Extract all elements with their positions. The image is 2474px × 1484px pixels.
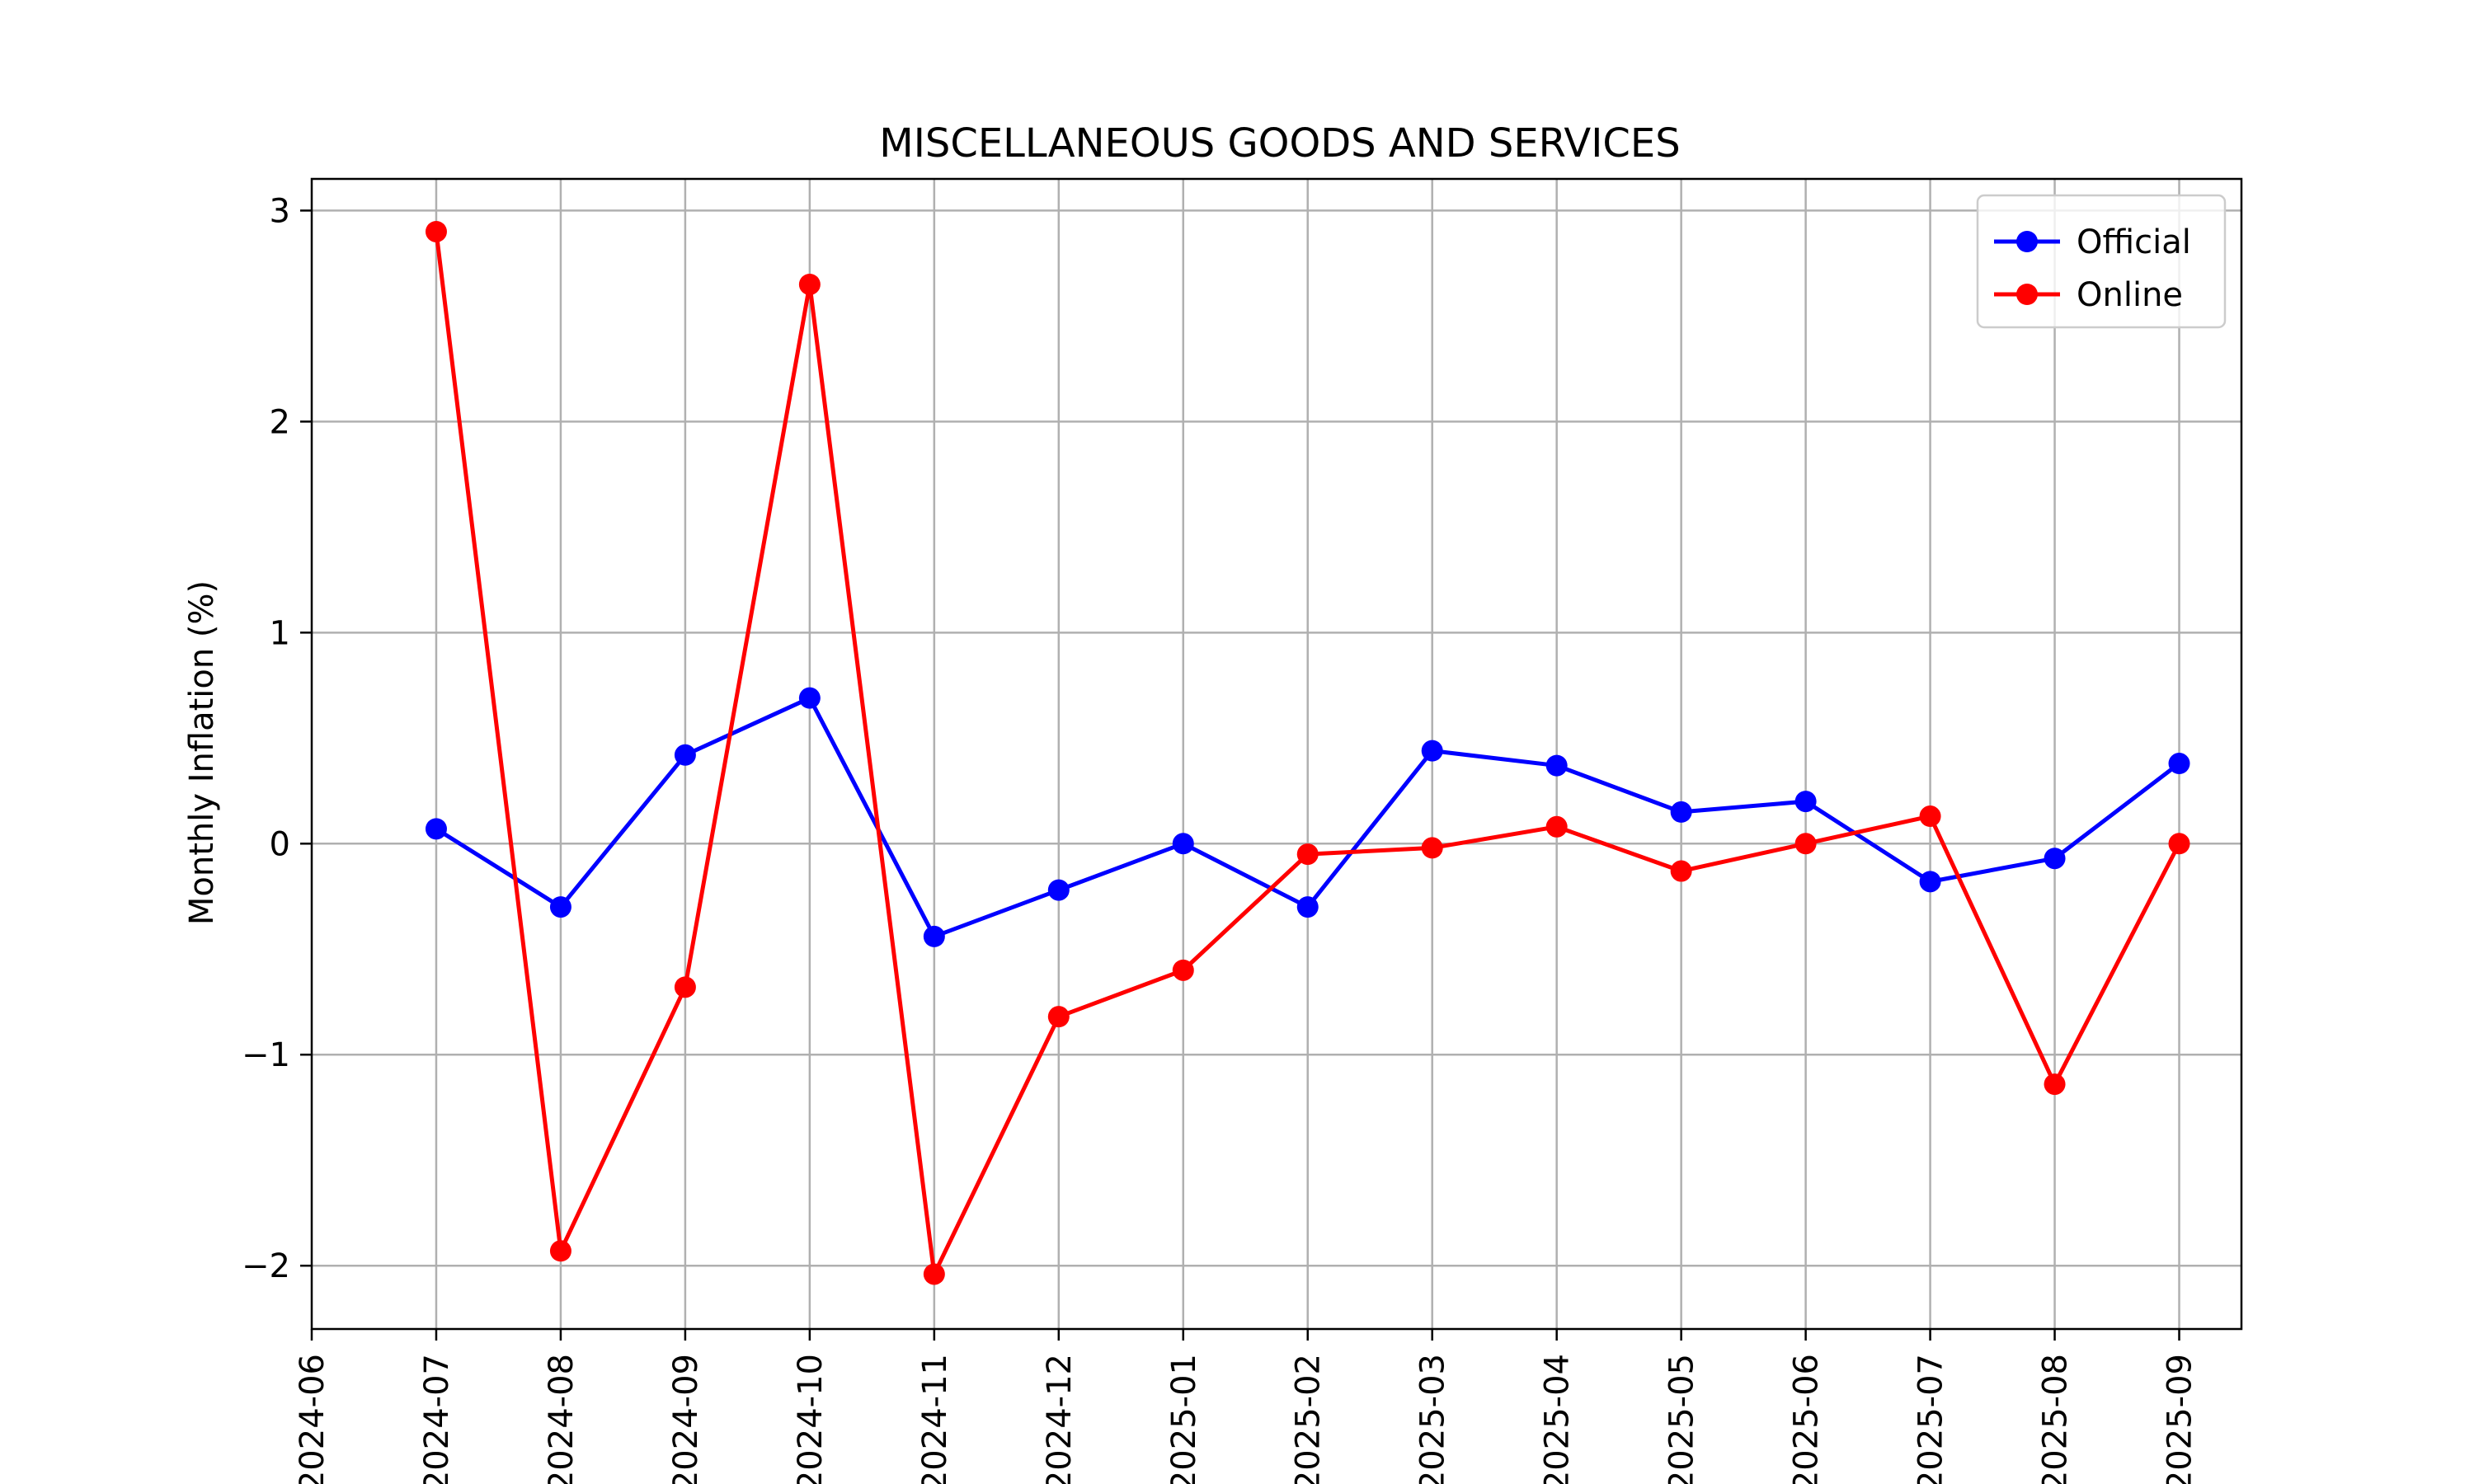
- data-point-official: [1296, 896, 1319, 918]
- data-point-official: [1421, 740, 1443, 762]
- series-layer: [425, 220, 2190, 1285]
- data-point-online: [425, 220, 447, 242]
- data-point-official: [674, 744, 696, 766]
- y-tick-label: 2: [270, 403, 290, 441]
- data-point-official: [425, 818, 447, 840]
- x-tick-label: 2025-07: [1912, 1354, 1950, 1484]
- x-tick-label: 2024-09: [667, 1354, 705, 1484]
- data-point-official: [923, 925, 945, 947]
- x-tick-label: 2025-02: [1290, 1354, 1328, 1484]
- x-tick-label: 2024-08: [543, 1354, 581, 1484]
- x-tick-label: 2025-09: [2161, 1354, 2199, 1484]
- x-tick-label: 2025-01: [1165, 1354, 1203, 1484]
- data-point-official: [549, 896, 571, 918]
- y-tick-label: 0: [270, 825, 290, 863]
- data-point-online: [1670, 860, 1692, 882]
- y-tick-label: −2: [242, 1247, 290, 1285]
- data-point-online: [1919, 805, 1941, 828]
- x-tick-label: 2025-03: [1414, 1354, 1452, 1484]
- x-tick-label: 2025-06: [1788, 1354, 1826, 1484]
- plot-frame: [310, 177, 2243, 1331]
- data-point-official: [1047, 879, 1070, 901]
- legend: Official Online: [1976, 194, 2227, 329]
- axes: −2 −1 0 1 2 3 2024-06 2024-07 2024-08 2024-09 2024…: [242, 177, 2243, 1484]
- data-point-online: [1296, 843, 1319, 866]
- data-point-online: [549, 1240, 571, 1262]
- data-point-online: [1545, 815, 1568, 838]
- legend-marker-official: [2016, 231, 2038, 252]
- data-point-online: [674, 976, 696, 998]
- x-tick-label: 2024-12: [1041, 1354, 1079, 1484]
- x-tick-label: 2024-11: [916, 1354, 954, 1484]
- data-point-online: [2044, 1073, 2066, 1096]
- x-tick-label: 2024-10: [792, 1354, 830, 1484]
- x-tick-label: 2025-04: [1539, 1354, 1577, 1484]
- y-tick-label: −1: [242, 1036, 290, 1074]
- x-tick-label: 2025-08: [2037, 1354, 2075, 1484]
- data-point-official: [1919, 871, 1941, 893]
- y-axis-title: Monthly Inflation (%): [183, 580, 221, 925]
- data-point-online: [1794, 833, 1817, 855]
- chart-title: MISCELLANEOUS GOODS AND SERVICES: [879, 120, 1680, 167]
- x-tick-label: 2025-05: [1663, 1354, 1701, 1484]
- data-point-online: [1172, 959, 1194, 981]
- data-point-online: [1047, 1006, 1070, 1028]
- data-point-online: [923, 1263, 945, 1285]
- data-point-official: [2168, 753, 2190, 775]
- data-point-official: [1172, 833, 1194, 855]
- legend-marker-online: [2016, 284, 2038, 305]
- y-tick-label: 1: [270, 614, 290, 652]
- data-point-online: [1421, 837, 1443, 859]
- data-point-online: [798, 273, 821, 295]
- data-point-online: [2168, 833, 2190, 855]
- legend-label-official: Official: [2077, 223, 2191, 261]
- data-point-official: [1545, 754, 1568, 777]
- x-tick-label: 2024-06: [294, 1354, 332, 1484]
- x-tick-label: 2024-07: [418, 1354, 456, 1484]
- legend-label-online: Online: [2077, 276, 2183, 314]
- data-point-official: [1794, 791, 1817, 813]
- data-point-official: [1670, 801, 1692, 823]
- data-point-official: [2044, 848, 2066, 870]
- y-tick-label: 3: [270, 192, 290, 230]
- data-point-official: [798, 687, 821, 709]
